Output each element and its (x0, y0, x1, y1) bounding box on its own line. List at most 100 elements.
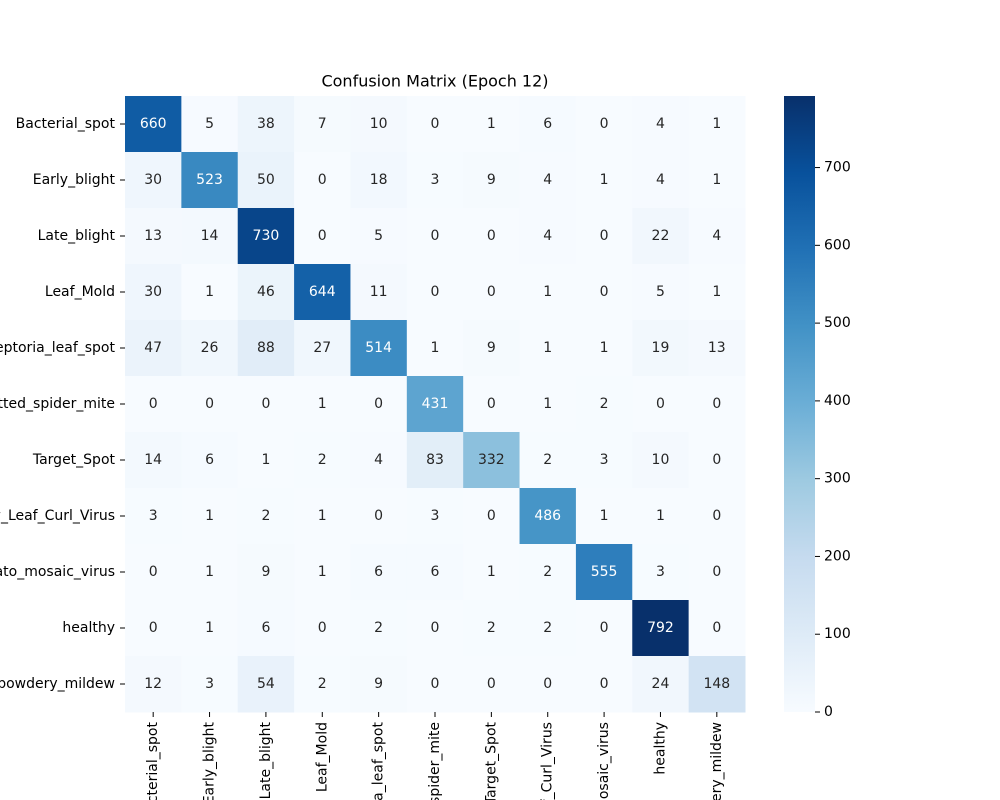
heatmap-cell (125, 96, 182, 153)
cell-label: 0 (431, 676, 440, 692)
heatmap-cell (632, 656, 690, 713)
cell-label: 2 (318, 452, 327, 468)
cell-label: 0 (149, 396, 158, 412)
heatmap-cell (575, 656, 633, 713)
heatmap-cell (406, 544, 464, 601)
cell-label: 13 (708, 340, 726, 356)
heatmap-cell (575, 96, 633, 153)
heatmap-cell (237, 96, 295, 153)
cell-label: 1 (487, 564, 496, 580)
y-tick-label: Late_blight (38, 228, 116, 244)
cell-label: 1 (205, 564, 214, 580)
cell-label: 1 (318, 508, 327, 524)
cell-label: 1 (543, 340, 552, 356)
cell-label: 0 (374, 396, 383, 412)
cell-label: 22 (652, 228, 670, 244)
heatmap-cell (575, 600, 633, 657)
heatmap-cell (575, 264, 633, 321)
cell-label: 0 (712, 620, 721, 636)
cell-label: 4 (656, 116, 665, 132)
heatmap-cell (519, 320, 577, 377)
cell-label: 5 (656, 284, 665, 300)
cell-label: 0 (431, 228, 440, 244)
heatmap-cell (350, 488, 408, 545)
heatmap-cell (181, 432, 239, 489)
heatmap-cell (463, 376, 521, 433)
cell-label: 30 (144, 172, 162, 188)
cell-label: 0 (431, 620, 440, 636)
cell-label: 4 (712, 228, 721, 244)
cell-label: 4 (543, 228, 552, 244)
cell-label: 2 (543, 452, 552, 468)
cell-label: 4 (656, 172, 665, 188)
cell-label: 4 (543, 172, 552, 188)
cell-label: 0 (318, 172, 327, 188)
heatmap-cell (575, 488, 633, 545)
heatmap-cell (519, 432, 577, 489)
cell-label: 10 (370, 116, 388, 132)
heatmap-cell (294, 320, 351, 377)
heatmap-cell (181, 208, 239, 265)
heatmap-cell (688, 544, 746, 601)
heatmap-cell (519, 544, 577, 601)
heatmap-cell (406, 432, 464, 489)
heatmap-cell (463, 432, 521, 489)
heatmap-cell (350, 320, 408, 377)
heatmap-cell (519, 96, 577, 153)
heatmap-cell (688, 376, 746, 433)
cell-label: 0 (205, 396, 214, 412)
y-tick-label: powdery_mildew (0, 676, 115, 692)
heatmap-cell (406, 320, 464, 377)
cell-label: 2 (600, 396, 609, 412)
heatmap-cell (237, 600, 295, 657)
heatmap-cell (125, 208, 182, 265)
cell-label: 9 (261, 564, 270, 580)
x-tick-label: Early_blight (202, 722, 218, 800)
heatmap-cell (125, 152, 182, 209)
heatmap-cell (237, 432, 295, 489)
heatmap-cell (519, 656, 577, 713)
cell-label: 1 (205, 508, 214, 524)
y-tick-label: Tomato_mosaic_virus (0, 564, 115, 580)
cell-label: 1 (543, 284, 552, 300)
cell-label: 3 (656, 564, 665, 580)
cell-label: 2 (318, 676, 327, 692)
x-tick-label: Leaf_Mold (314, 722, 330, 792)
heatmap-cell (575, 544, 633, 601)
cell-label: 0 (600, 116, 609, 132)
cell-label: 514 (365, 340, 392, 356)
heatmap-cell (294, 376, 351, 433)
cell-label: 12 (144, 676, 162, 692)
cell-label: 26 (201, 340, 219, 356)
cell-label: 3 (431, 172, 440, 188)
cell-label: 1 (205, 284, 214, 300)
cell-label: 0 (487, 228, 496, 244)
cell-label: 47 (144, 340, 162, 356)
heatmap-cell (406, 96, 464, 153)
heatmap-cell (463, 208, 521, 265)
cell-label: 644 (309, 284, 336, 300)
colorbar-tick-label: 100 (824, 626, 851, 642)
x-tick-label: Tomato_Yellow_Leaf_Curl_Virus (540, 722, 556, 800)
heatmap-cell (463, 320, 521, 377)
cell-label: 1 (712, 172, 721, 188)
cell-label: 10 (652, 452, 670, 468)
heatmap-cell (463, 544, 521, 601)
x-tick-label: Tomato_mosaic_virus (596, 722, 612, 800)
heatmap-cell (181, 320, 239, 377)
y-tick-label: Target_Spot (32, 452, 116, 468)
heatmap-cell (350, 600, 408, 657)
heatmap-cell (350, 152, 408, 209)
heatmap-cell (632, 544, 690, 601)
heatmap-cell (350, 376, 408, 433)
heatmap-cell (632, 488, 690, 545)
colorbar-tick-label: 200 (824, 548, 851, 564)
heatmap-cell (181, 600, 239, 657)
colorbar-tick-label: 600 (824, 237, 851, 253)
cell-label: 54 (257, 676, 275, 692)
heatmap-cell (632, 152, 690, 209)
chart-title: Confusion Matrix (Epoch 12) (321, 72, 548, 91)
y-tick-label: Tomato_Yellow_Leaf_Curl_Virus (0, 508, 115, 524)
heatmap-cell (575, 432, 633, 489)
cell-label: 0 (431, 116, 440, 132)
